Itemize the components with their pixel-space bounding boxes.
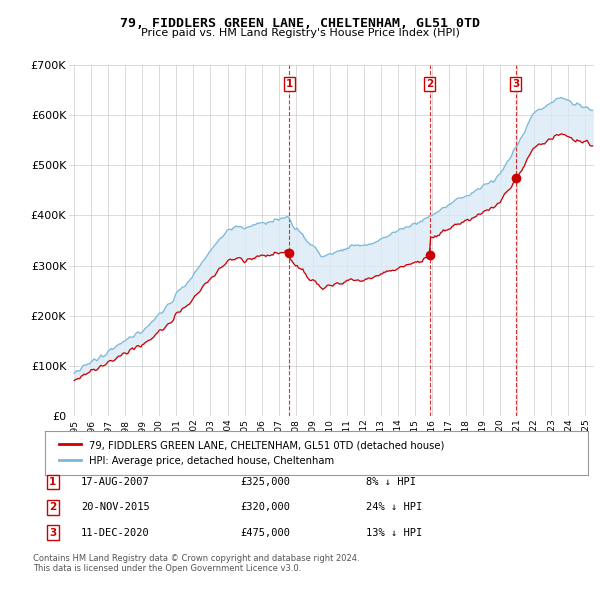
Text: 13% ↓ HPI: 13% ↓ HPI bbox=[366, 528, 422, 537]
Text: This data is licensed under the Open Government Licence v3.0.: This data is licensed under the Open Gov… bbox=[33, 565, 301, 573]
Text: 2: 2 bbox=[49, 503, 56, 512]
Text: 1: 1 bbox=[286, 79, 293, 89]
Text: 3: 3 bbox=[49, 528, 56, 537]
Text: Contains HM Land Registry data © Crown copyright and database right 2024.: Contains HM Land Registry data © Crown c… bbox=[33, 555, 359, 563]
Text: 1: 1 bbox=[49, 477, 56, 487]
Text: 2: 2 bbox=[427, 79, 434, 89]
Text: 79, FIDDLERS GREEN LANE, CHELTENHAM, GL51 0TD: 79, FIDDLERS GREEN LANE, CHELTENHAM, GL5… bbox=[120, 17, 480, 30]
Text: 8% ↓ HPI: 8% ↓ HPI bbox=[366, 477, 416, 487]
Text: £320,000: £320,000 bbox=[240, 503, 290, 512]
Text: £325,000: £325,000 bbox=[240, 477, 290, 487]
Legend: 79, FIDDLERS GREEN LANE, CHELTENHAM, GL51 0TD (detached house), HPI: Average pri: 79, FIDDLERS GREEN LANE, CHELTENHAM, GL5… bbox=[55, 436, 449, 470]
Text: 11-DEC-2020: 11-DEC-2020 bbox=[81, 528, 150, 537]
Text: 17-AUG-2007: 17-AUG-2007 bbox=[81, 477, 150, 487]
Text: 3: 3 bbox=[512, 79, 520, 89]
Text: £475,000: £475,000 bbox=[240, 528, 290, 537]
Text: 24% ↓ HPI: 24% ↓ HPI bbox=[366, 503, 422, 512]
Text: Price paid vs. HM Land Registry's House Price Index (HPI): Price paid vs. HM Land Registry's House … bbox=[140, 28, 460, 38]
Text: 20-NOV-2015: 20-NOV-2015 bbox=[81, 503, 150, 512]
